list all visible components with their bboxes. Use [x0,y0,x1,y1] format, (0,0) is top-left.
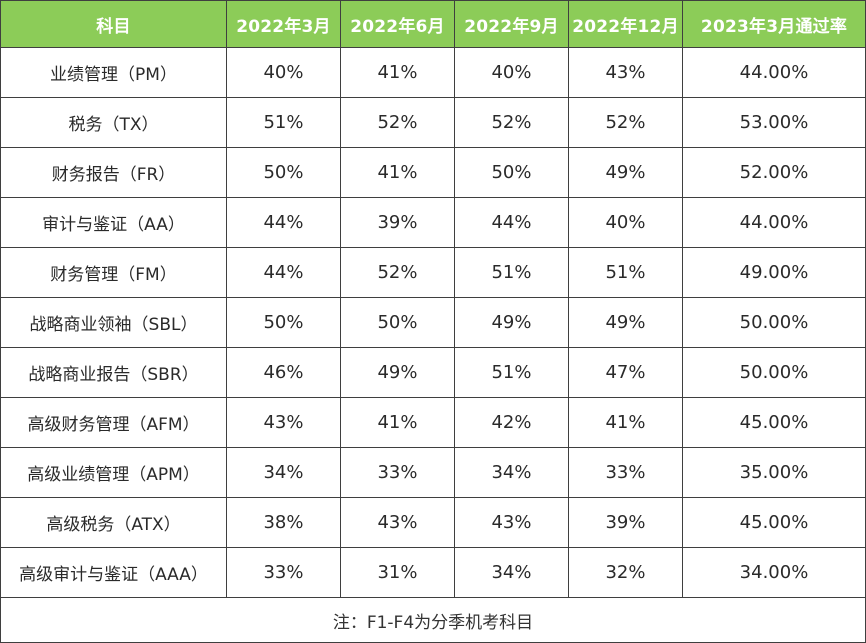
subject-cell: 高级审计与鉴证（AAA） [0,547,227,598]
value-cell: 35.00% [682,447,866,498]
value-cell: 43% [340,497,455,548]
value-cell: 50% [226,297,341,348]
value-cell: 49% [454,297,569,348]
table-row: 高级审计与鉴证（AAA） 33% 31% 34% 32% 34.00% [0,547,866,598]
value-cell: 31% [340,547,455,598]
value-cell: 50.00% [682,297,866,348]
table-row: 审计与鉴证（AA） 44% 39% 44% 40% 44.00% [0,197,866,248]
table-row: 财务报告（FR） 50% 41% 50% 49% 52.00% [0,147,866,198]
table-row: 业绩管理（PM） 40% 41% 40% 43% 44.00% [0,47,866,98]
table-header: 科目 2022年3月 2022年6月 2022年9月 2022年12月 2023… [0,0,866,48]
table-row: 高级财务管理（AFM） 43% 41% 42% 41% 45.00% [0,397,866,448]
value-cell: 52% [340,97,455,148]
table-row: 高级税务（ATX） 38% 43% 43% 39% 45.00% [0,497,866,548]
subject-cell: 高级财务管理（AFM） [0,397,227,448]
value-cell: 50% [454,147,569,198]
value-cell: 44% [226,247,341,298]
value-cell: 40% [454,47,569,98]
footnote: 注：F1-F4为分季机考科目 [0,597,866,643]
value-cell: 39% [568,497,683,548]
header-2022-09: 2022年9月 [454,0,569,48]
value-cell: 51% [454,247,569,298]
value-cell: 34% [454,447,569,498]
subject-cell: 业绩管理（PM） [0,47,227,98]
header-subject: 科目 [0,0,227,48]
value-cell: 34% [226,447,341,498]
value-cell: 49% [568,297,683,348]
header-2023-03-pass-rate: 2023年3月通过率 [682,0,866,48]
header-2022-03: 2022年3月 [226,0,341,48]
value-cell: 32% [568,547,683,598]
value-cell: 44% [226,197,341,248]
value-cell: 39% [340,197,455,248]
value-cell: 45.00% [682,497,866,548]
value-cell: 34.00% [682,547,866,598]
value-cell: 52% [454,97,569,148]
value-cell: 41% [568,397,683,448]
subject-cell: 税务（TX） [0,97,227,148]
header-row: 科目 2022年3月 2022年6月 2022年9月 2022年12月 2023… [0,0,866,48]
subject-cell: 财务报告（FR） [0,147,227,198]
value-cell: 43% [568,47,683,98]
table-footer: 注：F1-F4为分季机考科目 [0,597,866,643]
value-cell: 43% [226,397,341,448]
subject-cell: 财务管理（FM） [0,247,227,298]
value-cell: 51% [454,347,569,398]
subject-cell: 战略商业报告（SBR） [0,347,227,398]
value-cell: 46% [226,347,341,398]
table-row: 高级业绩管理（APM） 34% 33% 34% 33% 35.00% [0,447,866,498]
value-cell: 33% [226,547,341,598]
value-cell: 50% [340,297,455,348]
value-cell: 33% [568,447,683,498]
value-cell: 52% [340,247,455,298]
value-cell: 51% [226,97,341,148]
value-cell: 49% [568,147,683,198]
table-row: 战略商业报告（SBR） 46% 49% 51% 47% 50.00% [0,347,866,398]
value-cell: 40% [226,47,341,98]
subject-cell: 高级税务（ATX） [0,497,227,548]
value-cell: 43% [454,497,569,548]
value-cell: 38% [226,497,341,548]
value-cell: 44.00% [682,47,866,98]
value-cell: 44% [454,197,569,248]
value-cell: 41% [340,397,455,448]
subject-cell: 战略商业领袖（SBL） [0,297,227,348]
value-cell: 51% [568,247,683,298]
table-row: 税务（TX） 51% 52% 52% 52% 53.00% [0,97,866,148]
value-cell: 49% [340,347,455,398]
table-body: 业绩管理（PM） 40% 41% 40% 43% 44.00% 税务（TX） 5… [0,47,866,598]
value-cell: 33% [340,447,455,498]
value-cell: 49.00% [682,247,866,298]
value-cell: 50% [226,147,341,198]
value-cell: 41% [340,147,455,198]
subject-cell: 高级业绩管理（APM） [0,447,227,498]
value-cell: 47% [568,347,683,398]
value-cell: 44.00% [682,197,866,248]
value-cell: 50.00% [682,347,866,398]
value-cell: 52.00% [682,147,866,198]
value-cell: 41% [340,47,455,98]
value-cell: 52% [568,97,683,148]
footnote-row: 注：F1-F4为分季机考科目 [0,597,866,643]
subject-cell: 审计与鉴证（AA） [0,197,227,248]
value-cell: 53.00% [682,97,866,148]
value-cell: 42% [454,397,569,448]
table-row: 财务管理（FM） 44% 52% 51% 51% 49.00% [0,247,866,298]
header-2022-06: 2022年6月 [340,0,455,48]
table-row: 战略商业领袖（SBL） 50% 50% 49% 49% 50.00% [0,297,866,348]
header-2022-12: 2022年12月 [568,0,683,48]
value-cell: 45.00% [682,397,866,448]
value-cell: 34% [454,547,569,598]
value-cell: 40% [568,197,683,248]
